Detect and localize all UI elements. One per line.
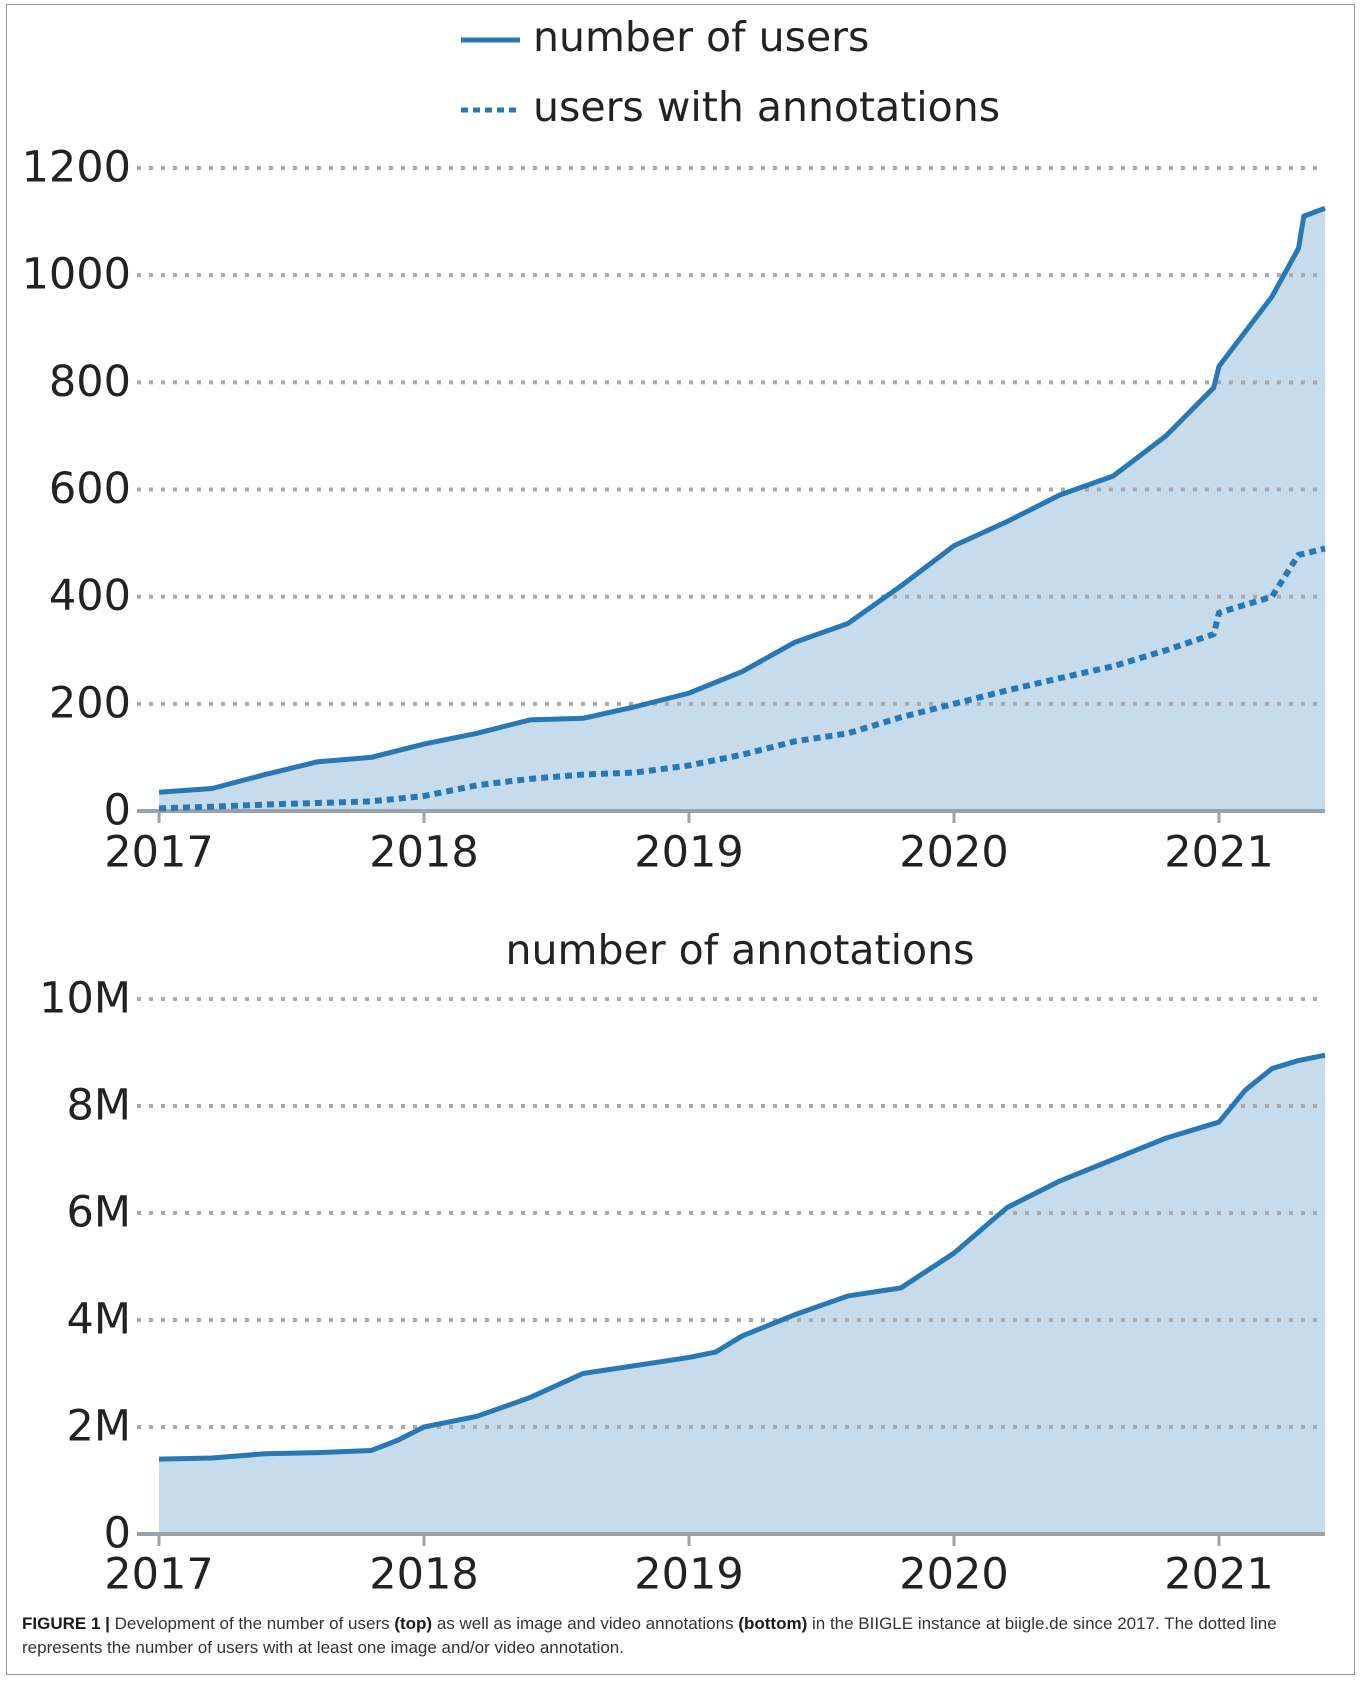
figure-frame <box>6 4 1355 1675</box>
caption-text: in the BIIGLE instance at biigle.de sinc… <box>22 1614 1277 1657</box>
y-tick-label: 200 <box>49 678 131 728</box>
y-tick-label: 10M <box>39 974 131 1024</box>
x-tick-label: 2021 <box>1164 1550 1273 1600</box>
x-tick-label: 2021 <box>1164 828 1273 878</box>
x-tick-label: 2018 <box>369 828 478 878</box>
x-tick-label: 2019 <box>634 1550 743 1600</box>
caption-text: Development of the number of users <box>114 1614 390 1633</box>
legend-label: users with annotations <box>533 83 1000 131</box>
y-tick-label: 6M <box>67 1188 131 1238</box>
legend-label: number of users <box>533 13 869 61</box>
y-tick-label: 0 <box>104 786 131 836</box>
y-tick-label: 800 <box>49 357 131 407</box>
line <box>158 1052 1326 1462</box>
area <box>159 1055 1325 1534</box>
y-tick-label: 8M <box>67 1081 131 1131</box>
caption: FIGURE 1 | Development of the number of … <box>22 1612 1342 1660</box>
chart: 0 200 400 600 800 1000 1200 2017 2018 2019 2020 202… <box>22 13 1326 1600</box>
y-tick-label: 1000 <box>22 250 131 300</box>
x-tick-label: 2017 <box>104 828 213 878</box>
x-tick-label: 2017 <box>104 1550 213 1600</box>
caption-text: as well as image and video annotations <box>436 1614 734 1633</box>
area <box>159 208 1325 811</box>
y-tick-label: 400 <box>49 571 131 621</box>
chart-title: number of annotations <box>506 926 975 974</box>
x-tick-label: 2020 <box>899 828 1008 878</box>
y-tick-label: 4M <box>67 1295 131 1345</box>
x-tick-label: 2018 <box>369 1550 478 1600</box>
x-tick-label: 2019 <box>634 828 743 878</box>
y-tick-label: 1200 <box>22 143 131 193</box>
caption-bold: (bottom) <box>738 1614 808 1633</box>
y-tick-label: 600 <box>49 464 131 514</box>
x-tick-label: 2020 <box>899 1550 1008 1600</box>
caption-label: FIGURE 1 | <box>22 1614 110 1633</box>
line <box>158 205 1326 795</box>
line <box>158 545 1326 812</box>
y-tick-label: 2M <box>67 1402 131 1452</box>
y-tick-label: 0 <box>104 1509 131 1559</box>
caption-bold: (top) <box>394 1614 433 1633</box>
